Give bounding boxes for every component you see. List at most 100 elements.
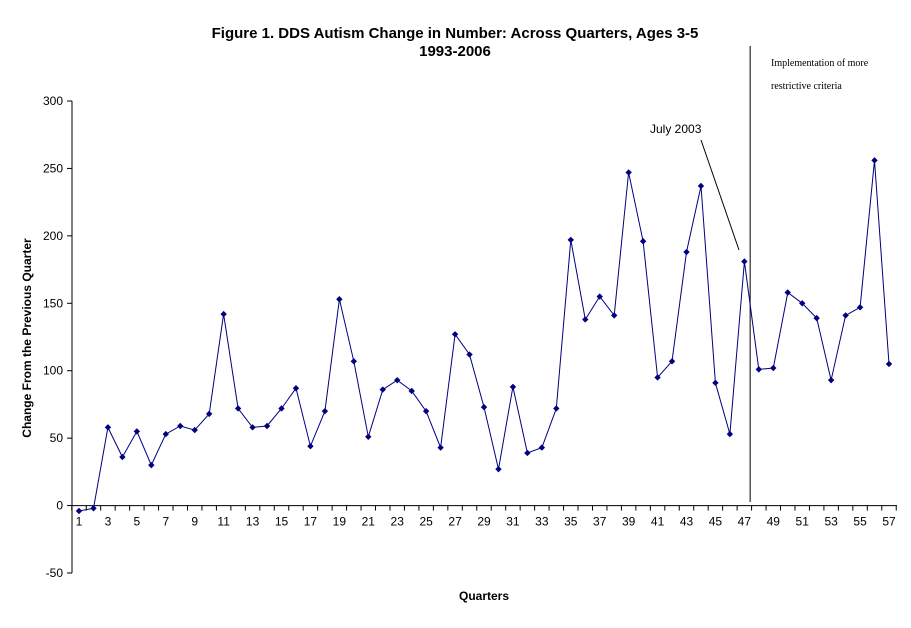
chart-subtitle: 1993-2006 <box>419 43 491 60</box>
data-point-marker <box>191 426 198 434</box>
x-tick-label: 39 <box>622 515 636 529</box>
annotation-implementation-line1: Implementation of more <box>771 58 869 69</box>
data-point-marker <box>133 428 141 435</box>
data-point-marker <box>755 366 763 373</box>
x-tick-label: 51 <box>796 515 810 529</box>
data-point-marker <box>336 296 343 303</box>
y-tick-label: 0 <box>56 499 63 513</box>
data-point-marker <box>770 364 777 372</box>
data-point-marker <box>495 465 502 473</box>
x-tick-label: 13 <box>246 515 260 529</box>
data-point-marker <box>596 293 603 300</box>
x-tick-label: 25 <box>419 515 433 529</box>
data-point-marker <box>553 405 560 412</box>
data-point-marker <box>654 374 661 381</box>
x-tick-label: 47 <box>738 515 752 529</box>
data-point-marker <box>871 157 878 164</box>
data-point-marker <box>726 430 734 438</box>
data-point-marker <box>509 383 517 391</box>
data-point-marker <box>90 505 97 512</box>
data-point-marker <box>148 461 155 469</box>
annotation-implementation-line2: restrictive criteria <box>771 81 842 92</box>
x-tick-label: 17 <box>304 515 318 529</box>
data-point-marker <box>538 444 546 451</box>
data-point-marker <box>205 410 213 418</box>
x-tick-label: 35 <box>564 515 578 529</box>
data-point-marker <box>683 248 690 256</box>
x-tick-label: 49 <box>767 515 781 529</box>
data-point-marker <box>278 405 285 412</box>
x-tick-label: 37 <box>593 515 607 529</box>
data-point-marker <box>162 430 169 438</box>
data-point-marker <box>466 351 473 358</box>
data-point-marker <box>610 312 618 319</box>
x-tick-label: 45 <box>709 515 723 529</box>
annotation-pointer-line <box>700 139 740 251</box>
y-tick-label: 300 <box>43 94 63 108</box>
x-tick-label: 43 <box>680 515 694 529</box>
data-point-marker <box>422 407 430 415</box>
x-tick-label: 41 <box>651 515 665 529</box>
x-tick-label: 3 <box>105 515 112 529</box>
data-point-marker <box>524 449 531 457</box>
data-point-marker <box>885 360 893 368</box>
x-tick-label: 5 <box>134 515 141 529</box>
data-point-marker <box>220 310 227 318</box>
data-point-marker <box>842 312 849 319</box>
data-point-marker <box>567 236 574 244</box>
data-point-marker <box>668 358 676 365</box>
data-point-marker <box>321 407 329 415</box>
data-point-marker <box>365 433 372 440</box>
data-point-marker <box>784 289 791 296</box>
data-point-marker <box>625 169 632 176</box>
y-tick-label: 100 <box>43 364 63 378</box>
data-point-marker <box>104 424 112 431</box>
x-tick-label: 1 <box>76 515 83 529</box>
series-line <box>78 160 890 512</box>
y-tick-label: -50 <box>46 566 64 580</box>
x-tick-label: 9 <box>191 515 198 529</box>
chart-title: Figure 1. DDS Autism Change in Number: A… <box>212 25 699 42</box>
data-point-marker <box>741 258 748 265</box>
data-point-marker <box>408 387 415 395</box>
data-point-marker <box>350 358 358 365</box>
data-point-marker <box>249 424 256 431</box>
data-point-marker <box>292 385 300 392</box>
x-tick-label: 21 <box>362 515 376 529</box>
x-tick-label: 15 <box>275 515 289 529</box>
x-tick-label: 57 <box>882 515 896 529</box>
data-point-marker <box>75 507 83 515</box>
data-point-marker <box>177 422 184 430</box>
data-point-marker <box>437 444 444 451</box>
x-axis-label: Quarters <box>459 589 509 603</box>
data-point-marker <box>712 379 719 387</box>
x-tick-label: 55 <box>853 515 867 529</box>
y-tick-label: 150 <box>43 296 63 310</box>
y-tick-label: 200 <box>43 229 63 243</box>
data-point-marker <box>799 300 806 307</box>
data-point-marker <box>119 453 126 461</box>
data-point-marker <box>451 331 459 338</box>
data-point-marker <box>480 403 488 411</box>
y-axis-label: Change From the Previous Quarter <box>20 238 34 438</box>
x-tick-label: 19 <box>333 515 347 529</box>
x-tick-label: 27 <box>448 515 462 529</box>
data-point-marker <box>582 316 589 323</box>
data-point-marker <box>813 314 820 322</box>
data-point-marker <box>856 304 864 311</box>
y-tick-label: 50 <box>50 431 64 445</box>
x-tick-label: 29 <box>477 515 491 529</box>
data-point-marker <box>379 386 386 393</box>
x-tick-label: 33 <box>535 515 549 529</box>
data-point-marker <box>697 182 705 190</box>
x-tick-label: 53 <box>824 515 838 529</box>
data-point-marker <box>263 422 271 430</box>
data-point-marker <box>394 376 401 384</box>
data-point-marker <box>639 238 647 245</box>
y-tick-label: 250 <box>43 161 63 175</box>
x-tick-label: 11 <box>217 515 230 529</box>
annotation-july-2003: July 2003 <box>650 122 702 136</box>
x-tick-label: 7 <box>162 515 169 529</box>
